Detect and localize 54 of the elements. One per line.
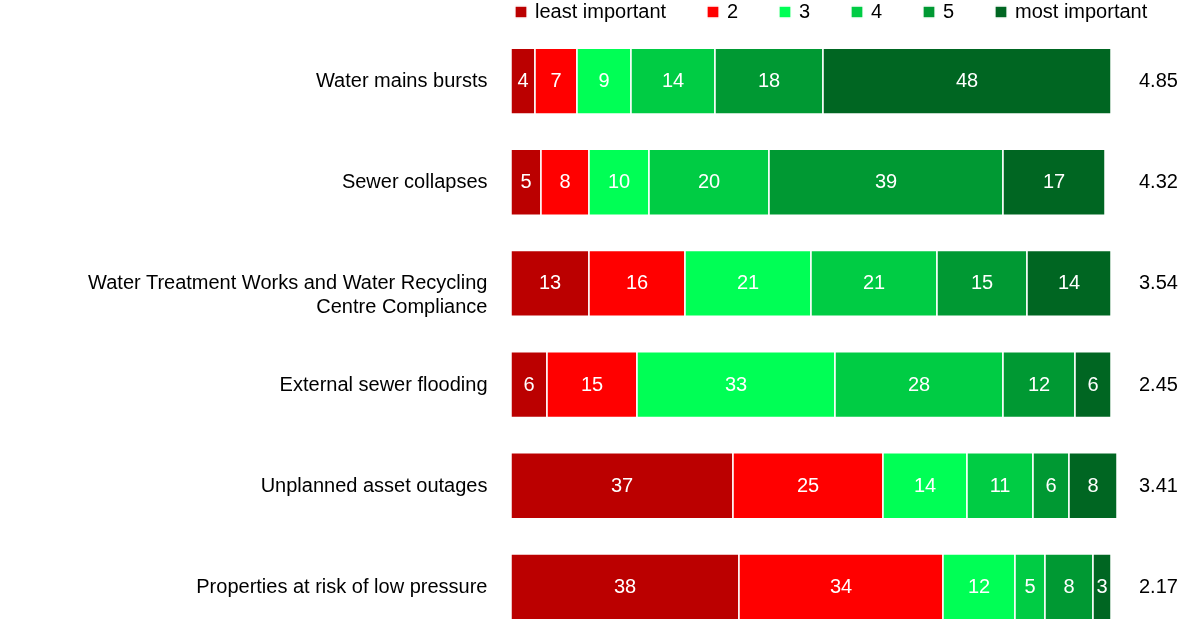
data-label: 3 <box>1096 574 1108 597</box>
text: 3.41 <box>1139 473 1178 496</box>
data-label: 39 <box>874 170 898 193</box>
data-label: 6 <box>523 372 535 395</box>
data-label: 15 <box>970 271 994 294</box>
y-tick-label: Water mains bursts <box>315 69 488 92</box>
legend-label: least important <box>535 0 667 22</box>
data-label: 5 <box>1024 574 1036 597</box>
data-label: 17 <box>1042 170 1066 193</box>
text: 4.32 <box>1139 170 1178 193</box>
data-label: 10 <box>607 170 631 193</box>
legend-label: most important <box>1015 0 1148 22</box>
data-label: 12 <box>1027 372 1051 395</box>
data-label: 37 <box>610 473 634 496</box>
data-label: 38 <box>613 574 637 597</box>
legend-label: 5 <box>943 0 955 22</box>
text: 2.45 <box>1139 372 1178 395</box>
legend-label: 2 <box>727 0 739 22</box>
data-label: 16 <box>625 271 649 294</box>
data-label: 15 <box>580 372 604 395</box>
data-label: 14 <box>1057 271 1081 294</box>
text: 4.85 <box>1139 69 1178 92</box>
data-label: 12 <box>967 574 991 597</box>
data-label: 6 <box>1087 372 1099 395</box>
y-tick-label: Properties at risk of low pressure <box>196 574 488 597</box>
data-label: 14 <box>661 69 685 92</box>
data-label: 13 <box>538 271 562 294</box>
data-label: 11 <box>989 473 1011 496</box>
data-label: 21 <box>736 271 760 294</box>
data-label: 8 <box>559 170 571 193</box>
data-label: 14 <box>913 473 937 496</box>
data-label: 25 <box>796 473 820 496</box>
data-label: 4 <box>517 69 529 92</box>
text: 3.54 <box>1139 271 1178 294</box>
y-tick-label: Water Treatment Works and Water Recycling Centre Compliance <box>88 271 488 318</box>
data-label: 28 <box>907 372 931 395</box>
data-label: 21 <box>862 271 886 294</box>
data-label: 8 <box>1063 574 1075 597</box>
y-tick-label: External sewer flooding <box>279 372 488 395</box>
data-label: 48 <box>955 69 979 92</box>
data-label: 7 <box>550 69 562 92</box>
data-label: 9 <box>598 69 610 92</box>
data-label: 18 <box>757 69 781 92</box>
y-tick-label: Sewer collapses <box>341 170 488 193</box>
text: 2.17 <box>1139 574 1178 597</box>
data-label: 6 <box>1045 473 1057 496</box>
data-label: 8 <box>1087 473 1099 496</box>
y-tick-label: Unplanned asset outages <box>260 473 488 496</box>
legend-label: 3 <box>799 0 811 22</box>
data-label: 34 <box>829 574 853 597</box>
data-label: 20 <box>697 170 721 193</box>
legend-label: 4 <box>871 0 883 22</box>
data-label: 33 <box>724 372 748 395</box>
data-label: 5 <box>520 170 532 193</box>
